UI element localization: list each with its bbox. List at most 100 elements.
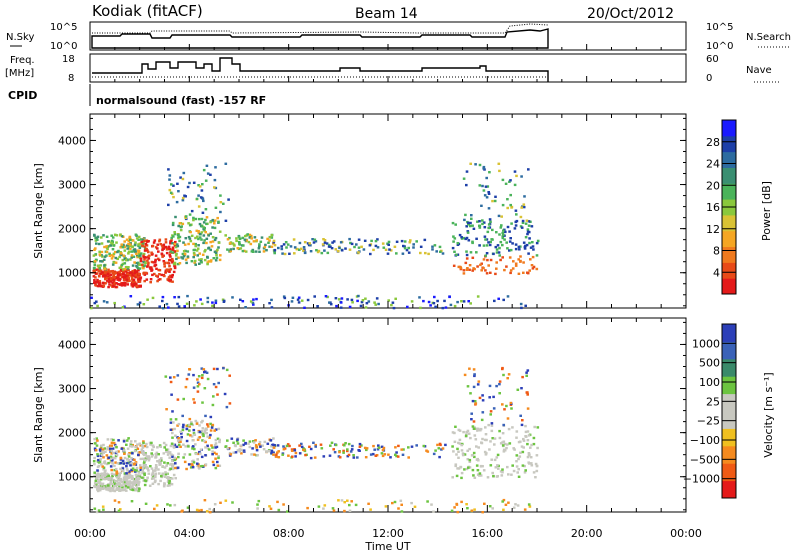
- power-cell: [123, 240, 126, 243]
- power-cell: [502, 229, 505, 232]
- velocity-cell: [124, 478, 127, 482]
- power-cell: [171, 273, 174, 277]
- power-cell: [181, 199, 185, 202]
- power-cell: [131, 239, 135, 242]
- power-cell: [196, 247, 200, 250]
- velocity-cell: [470, 418, 473, 421]
- velocity-cell: [176, 374, 180, 377]
- velocity-cell: [141, 476, 144, 479]
- velocity-cell: [291, 455, 294, 458]
- power-cell: [105, 235, 109, 238]
- power-cell: [481, 184, 484, 188]
- power-cell: [171, 223, 175, 227]
- power-cell: [121, 258, 125, 262]
- velocity-cell: [111, 462, 114, 465]
- power-cell: [493, 199, 497, 203]
- velocity-cell: [259, 445, 262, 448]
- velocity-cell: [185, 427, 189, 430]
- velocity-cell: [212, 509, 215, 512]
- velocity-cell: [515, 436, 518, 439]
- velocity-ytick-label: 3000: [58, 383, 86, 396]
- velocity-cell: [358, 445, 362, 448]
- date-title: 20/Oct/2012: [587, 6, 674, 22]
- power-cell: [470, 214, 473, 217]
- velocity-cell: [323, 504, 327, 507]
- time-tick-label: 00:00: [670, 527, 702, 540]
- power-cell: [483, 226, 487, 229]
- power-cell: [187, 222, 190, 225]
- velocity-cell: [488, 505, 492, 508]
- velocity-cell: [535, 454, 539, 457]
- velocity-cell: [107, 478, 111, 481]
- velocity-cell: [200, 429, 204, 433]
- power-cell: [200, 217, 204, 221]
- power-cell: [169, 242, 172, 245]
- velocity-cell: [170, 393, 173, 396]
- velocity-cell: [491, 471, 494, 475]
- power-cell: [200, 258, 203, 261]
- velocity-cell: [216, 393, 219, 396]
- velocity-cell: [154, 456, 157, 459]
- velocity-cell: [141, 469, 144, 472]
- velocity-cell: [476, 383, 480, 386]
- velocity-cell: [261, 444, 264, 447]
- power-cell: [100, 250, 104, 254]
- power-cell: [488, 243, 492, 247]
- power-cell: [130, 254, 134, 257]
- power-cell: [170, 236, 173, 240]
- power-cell: [456, 243, 460, 246]
- velocity-cell: [524, 424, 527, 428]
- velocity-cell: [96, 488, 99, 491]
- velocity-cell: [124, 486, 127, 489]
- power-cell: [419, 245, 423, 248]
- power-cell: [93, 279, 96, 282]
- velocity-cell: [121, 486, 124, 489]
- velocity-cell: [143, 463, 146, 467]
- power-cell: [455, 253, 458, 256]
- power-cell: [451, 221, 455, 225]
- power-cell: [127, 269, 130, 272]
- velocity-cell: [425, 449, 428, 452]
- power-cell: [124, 265, 128, 269]
- velocity-cell: [479, 427, 483, 431]
- velocity-cell: [529, 456, 533, 459]
- velocity-cell: [523, 508, 527, 511]
- velocity-cell: [483, 502, 486, 505]
- power-cell: [508, 230, 511, 233]
- power-cell: [456, 242, 460, 245]
- velocity-cell: [479, 474, 483, 477]
- velocity-cell: [139, 444, 142, 447]
- power-cell: [107, 270, 110, 274]
- velocity-cell: [372, 444, 375, 448]
- velocity-cell: [346, 499, 349, 502]
- velocity-cell: [384, 505, 388, 508]
- power-cell: [520, 206, 523, 209]
- power-cell: [108, 272, 111, 276]
- power-cell: [334, 248, 338, 251]
- velocity-cell: [113, 457, 117, 460]
- power-cell: [282, 243, 286, 246]
- velocity-cell: [118, 487, 121, 490]
- power-cell: [121, 306, 125, 309]
- power-cell: [129, 243, 132, 246]
- power-cell: [517, 245, 521, 249]
- power-cell: [192, 248, 196, 252]
- power-cell: [482, 244, 486, 247]
- power-cell: [226, 248, 229, 251]
- velocity-cell: [98, 486, 101, 490]
- power-cell: [138, 263, 141, 266]
- velocity-cell: [163, 461, 166, 464]
- power-cell: [258, 245, 261, 248]
- power-cell: [168, 247, 171, 251]
- power-cell: [528, 241, 531, 245]
- velocity-cell: [110, 461, 113, 464]
- power-cell: [101, 255, 104, 258]
- power-cell: [373, 301, 376, 304]
- power-cell: [198, 232, 202, 236]
- power-cell: [183, 243, 187, 246]
- velocity-cell: [180, 510, 183, 513]
- velocity-cell: [99, 472, 102, 476]
- velocity-cell: [402, 448, 405, 451]
- power-cell: [466, 267, 469, 270]
- velocity-cell: [300, 445, 304, 449]
